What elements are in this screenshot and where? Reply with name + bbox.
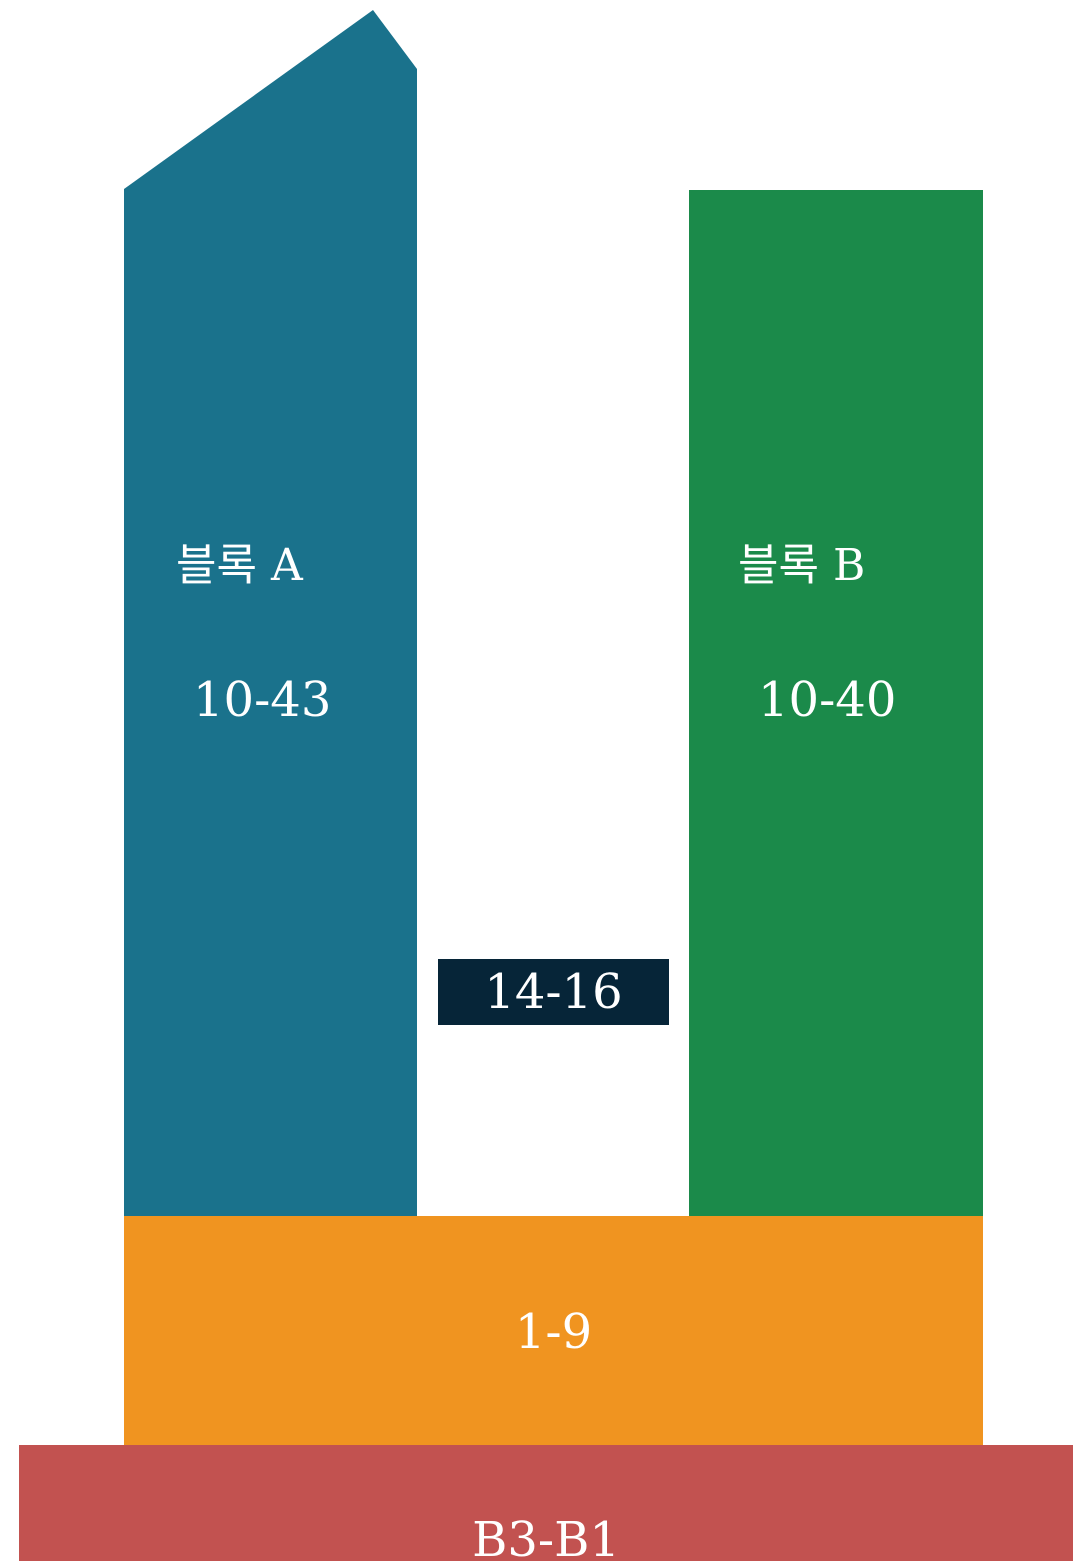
block-b-floor-range: 10-40 [758,672,897,728]
podium-floor-range: 1-9 [514,1304,593,1360]
block-b-name: 블록 B [738,540,866,591]
basement-floor-range: B3-B1 [472,1512,620,1568]
basement-block [19,1445,1073,1561]
block-a-tower [124,10,417,1216]
block-b-tower [689,190,983,1216]
block-a-floor-range: 10-43 [193,672,332,728]
podium-block [124,1216,983,1445]
block-a-name: 블록 A [176,540,303,591]
sky-bridge [438,959,669,1025]
bridge-floor-range: 14-16 [484,964,623,1020]
